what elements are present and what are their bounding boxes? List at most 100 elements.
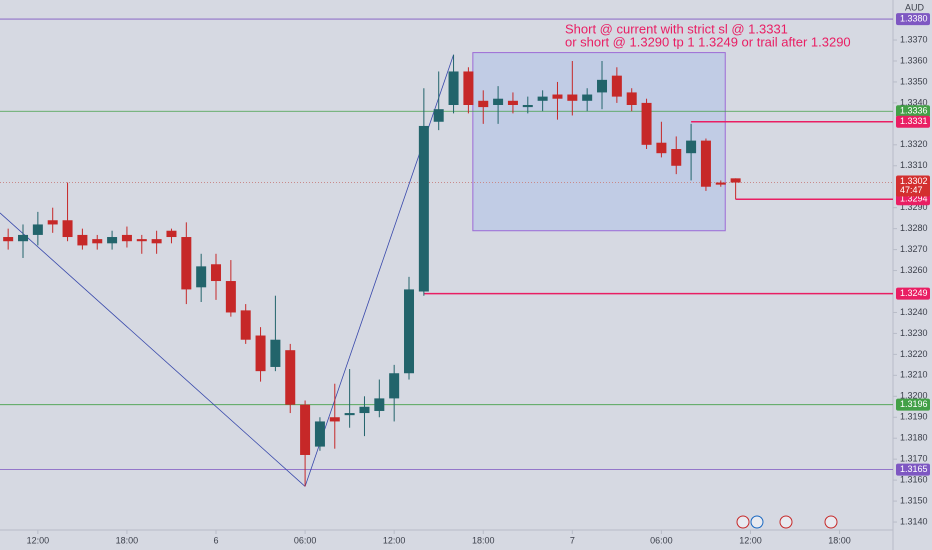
candle-body (597, 79, 608, 93)
price-level-label: 1.3249 (900, 288, 928, 298)
candle-body (77, 234, 88, 246)
candle-body (329, 417, 340, 422)
candle-body (404, 289, 415, 374)
candle-body (166, 230, 177, 238)
price-level-label: 1.3294 (900, 194, 928, 204)
y-tick-label: 1.3370 (900, 34, 928, 44)
trend-line (0, 212, 306, 487)
y-tick-label: 1.3340 (900, 97, 928, 107)
x-tick-label: 18:00 (472, 535, 495, 545)
candle-body (211, 264, 222, 282)
price-level-box (896, 13, 930, 26)
candle-body (240, 310, 251, 340)
y-tick-label: 1.3260 (900, 265, 928, 275)
candle-body (121, 234, 132, 242)
current-price-box (896, 175, 930, 197)
x-tick-label: 6 (214, 535, 219, 545)
y-tick-label: 1.3220 (900, 349, 928, 359)
candle-body (478, 100, 489, 108)
candle-body (522, 104, 533, 108)
y-tick-label: 1.3230 (900, 328, 928, 338)
x-tick-label: 06:00 (650, 535, 673, 545)
candle-body (225, 281, 236, 313)
y-tick-label: 1.3180 (900, 433, 928, 443)
price-level-box (896, 287, 930, 300)
price-level-label: 1.3380 (900, 13, 928, 23)
candle-body (92, 239, 103, 244)
annotation-line: Short @ current with strict sl @ 1.3331 (565, 21, 788, 36)
price-level-box (896, 398, 930, 411)
event-icon (824, 515, 838, 529)
candle-body (418, 125, 429, 292)
x-tick-label: 12:00 (739, 535, 762, 545)
y-tick-label: 1.3320 (900, 139, 928, 149)
x-tick-label: 18:00 (116, 535, 139, 545)
candle-body (255, 335, 266, 372)
y-tick-label: 1.3190 (900, 412, 928, 422)
y-tick-label: 1.3170 (900, 454, 928, 464)
candle-body (136, 239, 147, 242)
candle-body (641, 102, 652, 145)
candle-body (700, 140, 711, 187)
candle-body (62, 220, 73, 238)
candle-body (344, 413, 355, 416)
event-icons (736, 515, 838, 529)
y-tick-label: 1.3350 (900, 76, 928, 86)
x-tick-label: 7 (570, 535, 575, 545)
candle-body (285, 350, 296, 405)
candle-body (374, 398, 385, 411)
candle-body (671, 149, 682, 166)
y-tick-label: 1.3290 (900, 202, 928, 212)
event-icon (750, 515, 764, 529)
y-tick-label: 1.3310 (900, 160, 928, 170)
candle-body (3, 237, 14, 242)
candle-body (582, 94, 593, 101)
candle-body (18, 234, 29, 242)
candle-body (686, 140, 697, 154)
candle-body (730, 178, 741, 183)
y-tick-label: 1.3140 (900, 516, 928, 526)
price-level-box (896, 105, 930, 118)
x-tick-label: 12:00 (383, 535, 406, 545)
axis-labels: 1.3370 1.3360 1.3350 1.3340 1.3320 1.3310 1.32… (27, 34, 928, 545)
price-level-box (896, 115, 930, 128)
x-tick-label: 06:00 (294, 535, 317, 545)
candle-body (626, 92, 637, 105)
candle-body (196, 266, 207, 288)
x-tick-label: 12:00 (27, 535, 50, 545)
annotation-line: or short @ 1.3290 tp 1 1.3249 or trail a… (565, 34, 851, 49)
candle-body (151, 239, 162, 244)
price-level-label: 1.3336 (900, 106, 928, 116)
candle-body (463, 71, 474, 105)
price-level-label: 1.3331 (900, 116, 928, 126)
y-tick-label: 1.3240 (900, 307, 928, 317)
x-tick-label: 18:00 (828, 535, 851, 545)
current-price-label: 1.3302 (900, 176, 928, 186)
candle-body (537, 96, 548, 101)
candle-body (715, 182, 726, 185)
event-icon (736, 515, 750, 529)
candle-body (47, 220, 58, 225)
candle-body (433, 109, 444, 122)
y-tick-label: 1.3210 (900, 370, 928, 380)
candle-body (552, 94, 563, 99)
price-level-label: 1.3165 (900, 464, 928, 474)
currency-label: AUD (905, 2, 925, 12)
candle-body (493, 98, 504, 105)
countdown-label: 47:47 (900, 185, 923, 195)
y-tick-label: 1.3270 (900, 244, 928, 254)
candle-body (448, 71, 459, 105)
y-tick-label: 1.3200 (900, 391, 928, 401)
y-tick-label: 1.3360 (900, 55, 928, 65)
price-level-box (896, 463, 930, 476)
event-icon (779, 515, 793, 529)
candle-body (314, 421, 325, 447)
y-tick-label: 1.3160 (900, 474, 928, 484)
candle-body (507, 100, 518, 105)
y-tick-label: 1.3280 (900, 223, 928, 233)
candle-body (181, 237, 192, 290)
candle-body (611, 75, 622, 97)
price-level-label: 1.3196 (900, 399, 928, 409)
candle-body (107, 237, 118, 244)
